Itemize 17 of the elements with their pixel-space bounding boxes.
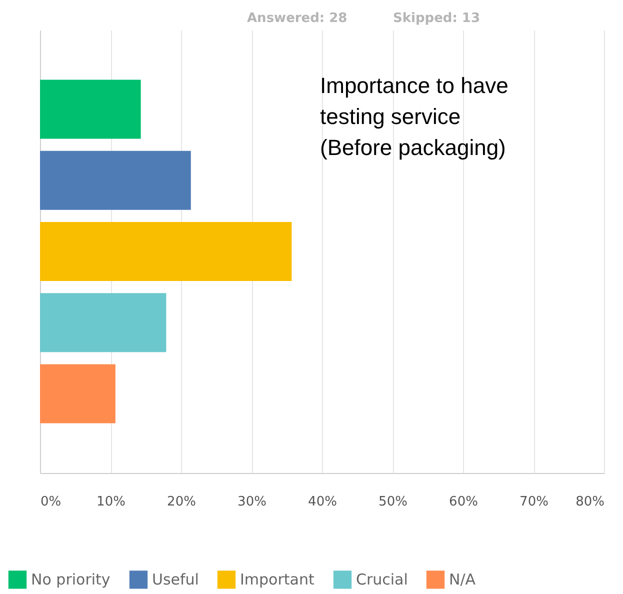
x-tick-label: 30%: [238, 494, 266, 510]
x-tick-label: 20%: [167, 494, 196, 510]
legend-label: Important: [240, 570, 314, 589]
text: Skipped: 13: [393, 11, 480, 26]
x-tick-label: 0%: [40, 494, 62, 510]
x-tick-label: 40%: [308, 494, 337, 510]
legend-label: No priority: [31, 570, 110, 589]
x-tick-label: 80%: [576, 494, 604, 510]
text: Importance to have testing service (Before packaging): [320, 73, 508, 160]
legend-label: Useful: [152, 570, 199, 589]
legend-label: Crucial: [356, 570, 408, 589]
x-tick-label: 10%: [96, 494, 126, 510]
x-tick-label: 70%: [520, 494, 548, 510]
x-tick-label: 50%: [378, 494, 408, 510]
x-tick-label: 60%: [449, 494, 478, 510]
legend-label: N/A: [449, 570, 476, 589]
text: Answered: 28: [247, 11, 348, 26]
